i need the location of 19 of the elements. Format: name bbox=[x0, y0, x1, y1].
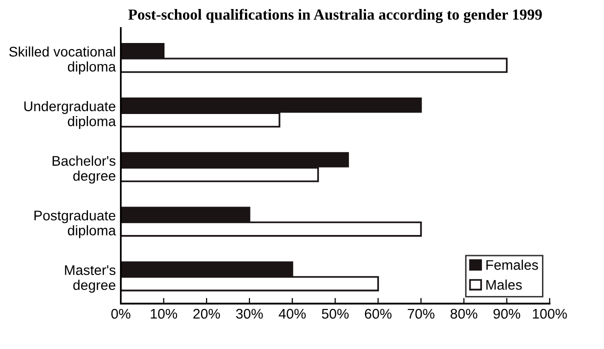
legend-label: Males bbox=[486, 280, 522, 290]
y-tick-label: Postgraduate diploma bbox=[34, 210, 116, 238]
legend-label: Females bbox=[486, 260, 538, 270]
y-tick-label: Undergraduate diploma bbox=[24, 101, 116, 129]
x-tick-label: 80% bbox=[450, 308, 478, 319]
x-tick-label: 20% bbox=[193, 308, 220, 319]
y-tick-label: Master's degree bbox=[65, 265, 116, 293]
x-tick-label: 30% bbox=[236, 308, 263, 319]
x-tick-label: 100% bbox=[532, 308, 567, 319]
y-tick-label: Bachelor's degree bbox=[52, 156, 116, 184]
x-tick-label: 10% bbox=[150, 308, 178, 319]
x-tick-label: 90% bbox=[494, 308, 520, 319]
x-tick-label: 50% bbox=[322, 308, 349, 319]
x-tick-label: 40% bbox=[278, 308, 306, 319]
x-tick-label: 60% bbox=[364, 308, 392, 319]
chart-title: Post-school qualifications in Australia according to gender 1999 bbox=[128, 8, 542, 23]
y-tick-label: Skilled vocational diploma bbox=[9, 46, 116, 74]
x-tick-label: 0% bbox=[111, 308, 130, 319]
x-tick-label: 70% bbox=[408, 308, 434, 319]
